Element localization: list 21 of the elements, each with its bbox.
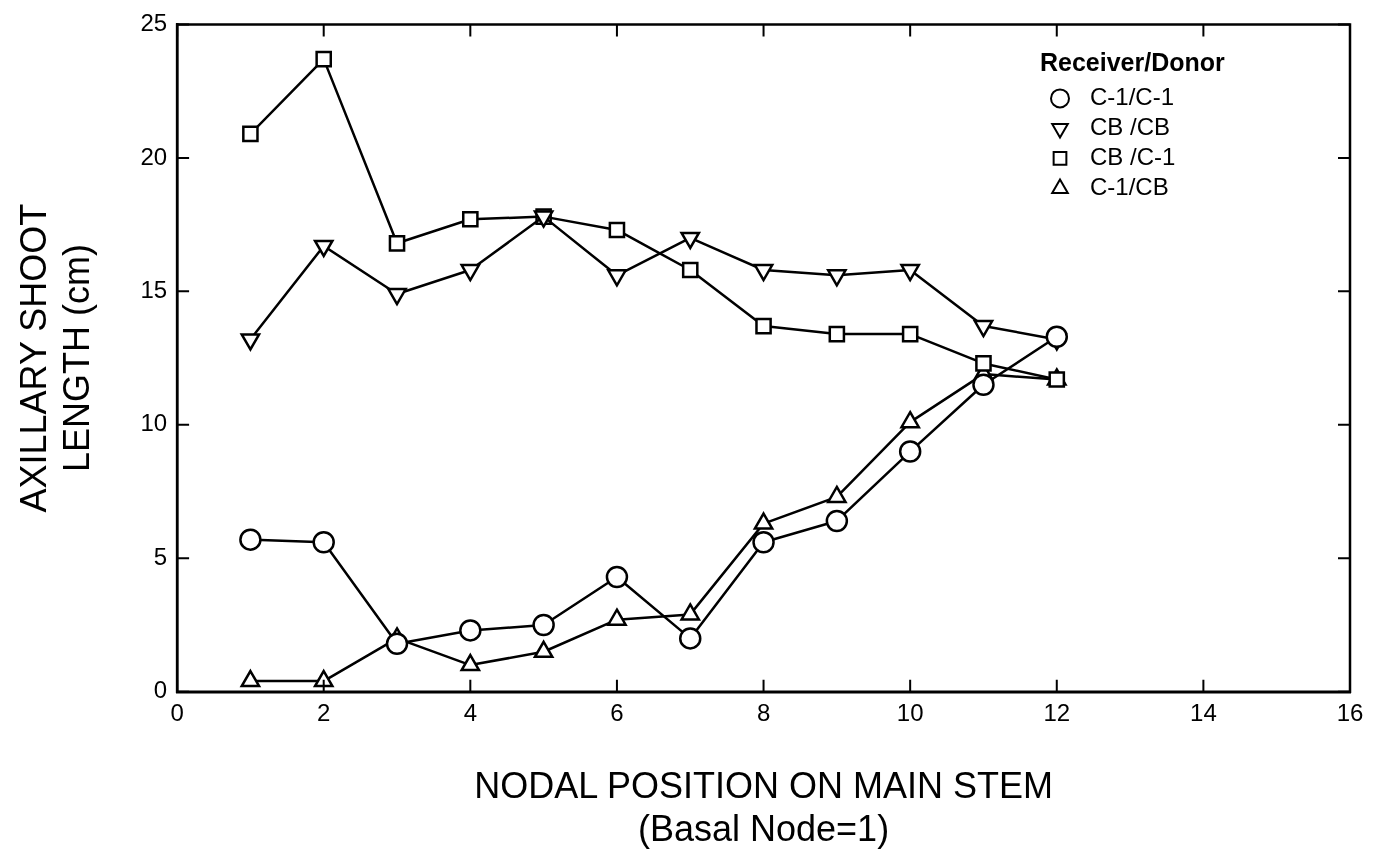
- x-tick-label: 12: [1043, 698, 1071, 726]
- legend-title: Receiver/Donor: [1040, 48, 1226, 77]
- y-tick-label: 20: [140, 142, 168, 170]
- y-tick-label: 5: [153, 542, 168, 570]
- x-tick-label: 8: [756, 698, 771, 726]
- y-tick-label: 0: [153, 676, 168, 704]
- x-tick-label: 2: [317, 698, 331, 726]
- legend-label: CB /C-1: [1090, 143, 1176, 171]
- x-tick-label: 16: [1336, 698, 1364, 726]
- x-tick-label: 4: [463, 698, 477, 726]
- x-tick-label: 14: [1190, 698, 1217, 726]
- y-tick-label: 15: [140, 275, 168, 303]
- y-tick-label: 25: [140, 9, 168, 37]
- x-tick-label: 10: [896, 698, 924, 726]
- x-axis-title: NODAL POSITION ON MAIN STEM (Basal Node=1): [474, 765, 1053, 850]
- legend-label: C-1/CB: [1090, 173, 1169, 201]
- legend-label: CB /CB: [1090, 113, 1171, 141]
- x-tick-label: 6: [610, 698, 624, 726]
- legend-label: C-1/C-1: [1090, 83, 1175, 111]
- y-axis-title: AXILLARY SHOOT LENGTH (cm): [12, 203, 97, 513]
- y-tick-label: 10: [140, 409, 168, 437]
